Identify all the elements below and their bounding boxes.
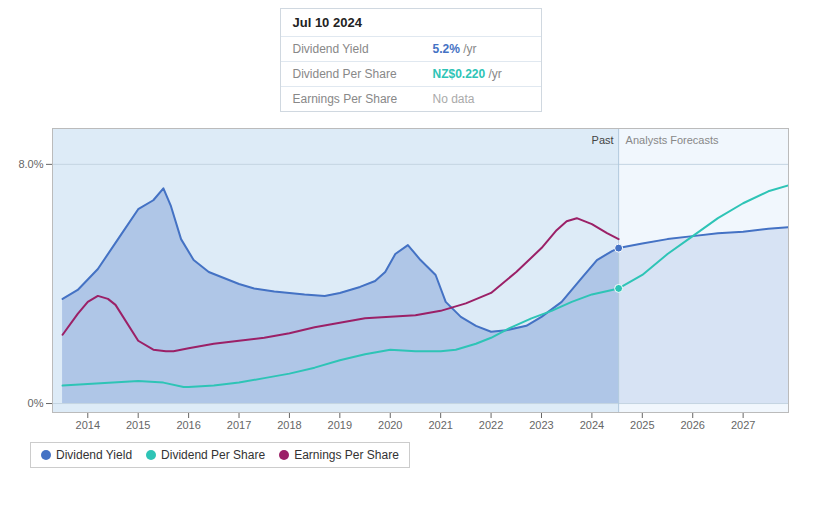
svg-text:Past: Past xyxy=(592,134,614,146)
svg-text:2018: 2018 xyxy=(277,419,301,431)
html-text:5.2% /yr: 5.2% /yr xyxy=(432,42,477,56)
html-text:NZ$0.220 /yr: NZ$0.220 /yr xyxy=(432,67,502,81)
svg-text:2027: 2027 xyxy=(731,419,755,431)
html-text:Dividend Per Share: Dividend Per Share xyxy=(161,448,266,462)
svg-text:2020: 2020 xyxy=(378,419,402,431)
svg-text:2025: 2025 xyxy=(630,419,654,431)
html-text:No data: No data xyxy=(432,92,475,106)
svg-text:2026: 2026 xyxy=(680,419,704,431)
svg-text:Analysts Forecasts: Analysts Forecasts xyxy=(626,134,719,146)
svg-text:2015: 2015 xyxy=(126,419,150,431)
html-text:Jul 10 2024: Jul 10 2024 xyxy=(292,15,362,30)
html-text:Earnings Per Share: Earnings Per Share xyxy=(294,448,399,462)
svg-text:2014: 2014 xyxy=(76,419,100,431)
svg-text:0%: 0% xyxy=(28,397,44,409)
html-text:Dividend Yield: Dividend Yield xyxy=(56,448,133,462)
html-text:Dividend Per Share: Dividend Per Share xyxy=(292,67,397,81)
svg-text:2017: 2017 xyxy=(227,419,251,431)
svg-text:2016: 2016 xyxy=(176,419,200,431)
svg-text:2022: 2022 xyxy=(479,419,503,431)
svg-text:2021: 2021 xyxy=(428,419,452,431)
svg-text:2024: 2024 xyxy=(580,419,604,431)
svg-text:2019: 2019 xyxy=(328,419,352,431)
svg-text:2023: 2023 xyxy=(529,419,553,431)
html-text:Dividend Yield: Dividend Yield xyxy=(292,42,369,56)
svg-text:8.0%: 8.0% xyxy=(18,158,43,170)
html-text:Earnings Per Share: Earnings Per Share xyxy=(292,92,398,106)
